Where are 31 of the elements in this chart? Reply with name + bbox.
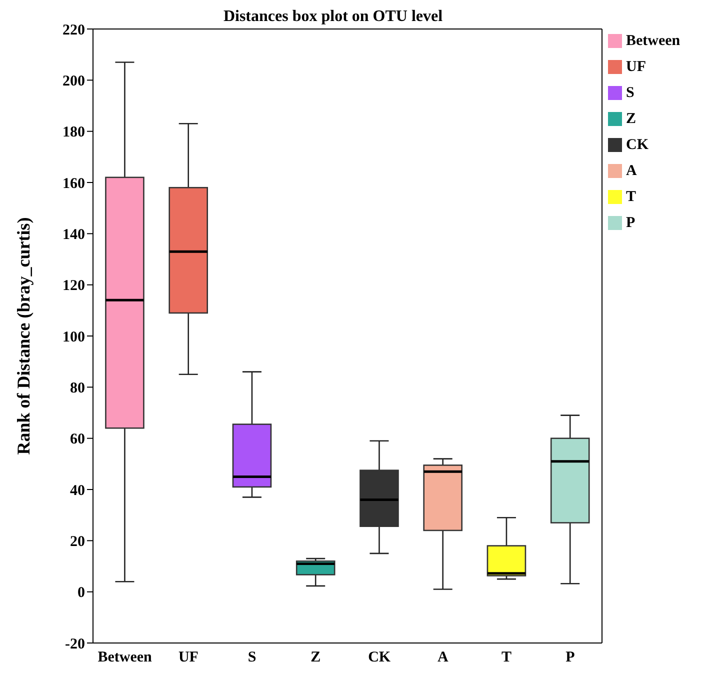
y-tick-label: 40 xyxy=(70,482,85,499)
legend-label: Z xyxy=(626,111,636,127)
legend-label: S xyxy=(626,85,634,101)
y-tick-label: 80 xyxy=(70,380,85,396)
y-tick-label: 60 xyxy=(70,432,85,448)
y-tick-label: 200 xyxy=(62,73,85,90)
legend-label: P xyxy=(626,215,636,231)
x-tick-label: A xyxy=(438,650,449,666)
x-tick-label: S xyxy=(248,650,256,666)
x-tick-label: Z xyxy=(310,650,321,666)
y-tick-label: 140 xyxy=(62,226,85,243)
x-tick-label: Between xyxy=(98,650,153,666)
y-tick-label: 120 xyxy=(62,278,85,294)
y-tick-label: 220 xyxy=(62,22,85,38)
y-tick-label: 100 xyxy=(62,329,85,346)
x-tick-label: CK xyxy=(368,650,391,666)
legend-label: A xyxy=(626,163,637,179)
y-tick-label: 160 xyxy=(62,176,85,192)
y-axis-title: Rank of Distance (bray_curtis) xyxy=(13,217,34,455)
legend-label: T xyxy=(626,189,636,205)
y-tick-label: 20 xyxy=(70,534,85,550)
legend-label: UF xyxy=(626,59,646,75)
y-tick-label: -20 xyxy=(65,636,85,652)
y-tick-label: 0 xyxy=(78,585,85,602)
legend-label: Between xyxy=(626,33,680,49)
x-tick-label: P xyxy=(566,650,575,666)
chart-title: Distances box plot on OTU level xyxy=(223,8,443,25)
legend-label: CK xyxy=(626,137,648,153)
x-tick-label: T xyxy=(502,650,512,666)
y-tick-label: 180 xyxy=(62,124,85,141)
x-tick-label: UF xyxy=(178,650,198,666)
